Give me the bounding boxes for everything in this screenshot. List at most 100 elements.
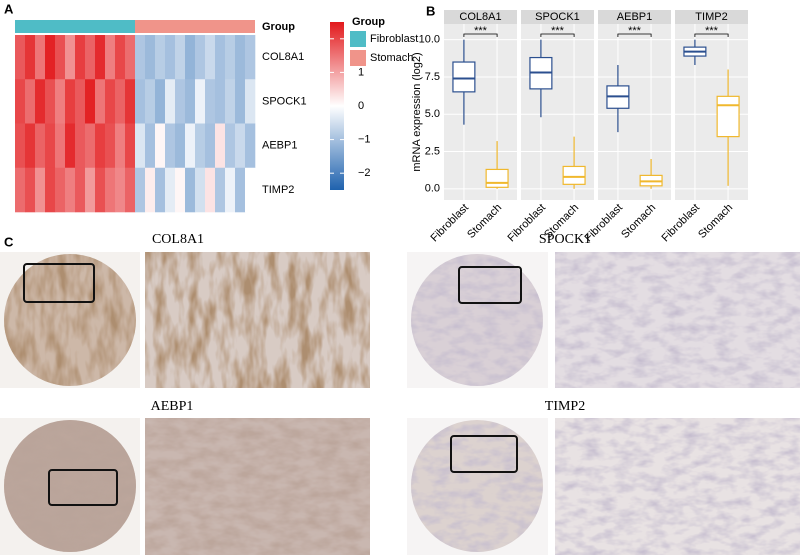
heat-cell — [105, 35, 116, 80]
row-label: AEBP1 — [262, 140, 297, 152]
x-tick-label: Fibroblast — [428, 202, 471, 245]
heat-cell — [225, 167, 236, 213]
heat-cell — [125, 123, 136, 169]
heat-cell — [175, 79, 186, 124]
colorbar — [330, 22, 344, 190]
heat-cell — [95, 167, 106, 213]
heat-cell — [25, 35, 36, 80]
heat-cell — [165, 167, 176, 213]
heat-cell — [185, 35, 196, 80]
significance-label: *** — [551, 25, 565, 37]
significance-label: *** — [705, 25, 719, 37]
panel-title: AEBP1 — [617, 11, 652, 23]
heat-cell — [155, 167, 166, 213]
panel-strip — [444, 10, 517, 24]
image-title: COL8A1 — [152, 232, 204, 247]
significance-label: *** — [628, 25, 642, 37]
legend-swatch — [350, 50, 366, 66]
image-panels — [0, 252, 800, 555]
heat-cell — [245, 123, 256, 169]
heat-cell — [45, 167, 56, 213]
heat-cell — [215, 35, 226, 80]
heat-cell — [185, 167, 196, 213]
tissue-texture — [411, 420, 543, 552]
heat-cell — [35, 79, 46, 124]
x-tick-label: Stomach — [619, 202, 658, 241]
heat-cell — [75, 167, 86, 213]
heat-cell — [115, 123, 126, 169]
heat-cell — [105, 123, 116, 169]
panel-title: COL8A1 — [459, 11, 501, 23]
heat-cell — [185, 79, 196, 124]
tissue-texture — [4, 420, 136, 552]
group-bar — [135, 20, 255, 33]
heat-cell — [85, 167, 96, 213]
heat-cell — [235, 167, 246, 213]
group-bar — [15, 20, 135, 33]
zoom-texture — [555, 418, 800, 555]
heat-cell — [225, 123, 236, 169]
image-title: TIMP2 — [545, 399, 585, 414]
panel-background — [598, 24, 671, 200]
heat-cell — [55, 35, 66, 80]
heat-cell — [175, 167, 186, 213]
heat-cell — [225, 35, 236, 80]
panel-strip — [521, 10, 594, 24]
zoom-texture — [555, 252, 800, 388]
heat-cell — [35, 167, 46, 213]
heat-cell — [115, 35, 126, 80]
heat-cell — [145, 123, 156, 169]
zoom-box — [48, 469, 118, 506]
heat-cell — [85, 35, 96, 80]
x-tick-label: Stomach — [696, 202, 735, 241]
heat-cell — [135, 167, 146, 213]
panel-title: TIMP2 — [695, 11, 727, 23]
zoom-box — [450, 435, 518, 473]
heat-cell — [135, 123, 146, 169]
heat-cell — [205, 167, 216, 213]
heat-cell — [95, 123, 106, 169]
significance-label: *** — [474, 25, 488, 37]
heat-cell — [45, 123, 56, 169]
heat-cell — [135, 35, 146, 80]
image-title: SPOCK1 — [539, 232, 591, 247]
y-tick-label: 10.0 — [419, 34, 440, 46]
panel-label: B — [426, 3, 435, 18]
tissue-texture — [411, 254, 543, 386]
heat-cell — [225, 79, 236, 124]
panel-strip — [598, 10, 671, 24]
heat-cell — [35, 123, 46, 169]
image-title: AEBP1 — [151, 399, 194, 414]
heat-cell — [75, 79, 86, 124]
heat-cell — [15, 79, 26, 124]
heat-cell — [155, 79, 166, 124]
heat-cell — [105, 79, 116, 124]
significance-bracket — [463, 33, 498, 37]
heat-cell — [165, 123, 176, 169]
legend-swatch — [350, 31, 366, 47]
heat-cell — [65, 79, 76, 124]
heat-cell — [215, 123, 226, 169]
heat-cell — [235, 79, 246, 124]
y-tick-label: 2.5 — [425, 145, 440, 157]
heat-cell — [195, 79, 206, 124]
y-tick-label: 0.0 — [425, 183, 440, 195]
x-tick-label: Stomach — [465, 202, 504, 241]
heat-cell — [195, 123, 206, 169]
heat-cell — [145, 167, 156, 213]
box — [452, 61, 476, 93]
heat-cell — [55, 123, 66, 169]
heat-cell — [245, 35, 256, 80]
heat-cell — [175, 123, 186, 169]
zoom-texture — [145, 252, 370, 388]
heat-cell — [25, 167, 36, 213]
heat-cell — [215, 79, 226, 124]
heat-cell — [195, 35, 206, 80]
heat-cell — [115, 79, 126, 124]
significance-bracket — [694, 33, 729, 37]
heat-cell — [155, 35, 166, 80]
tissue-texture — [4, 254, 136, 386]
heat-cell — [15, 167, 26, 213]
panel-label: A — [4, 1, 14, 16]
